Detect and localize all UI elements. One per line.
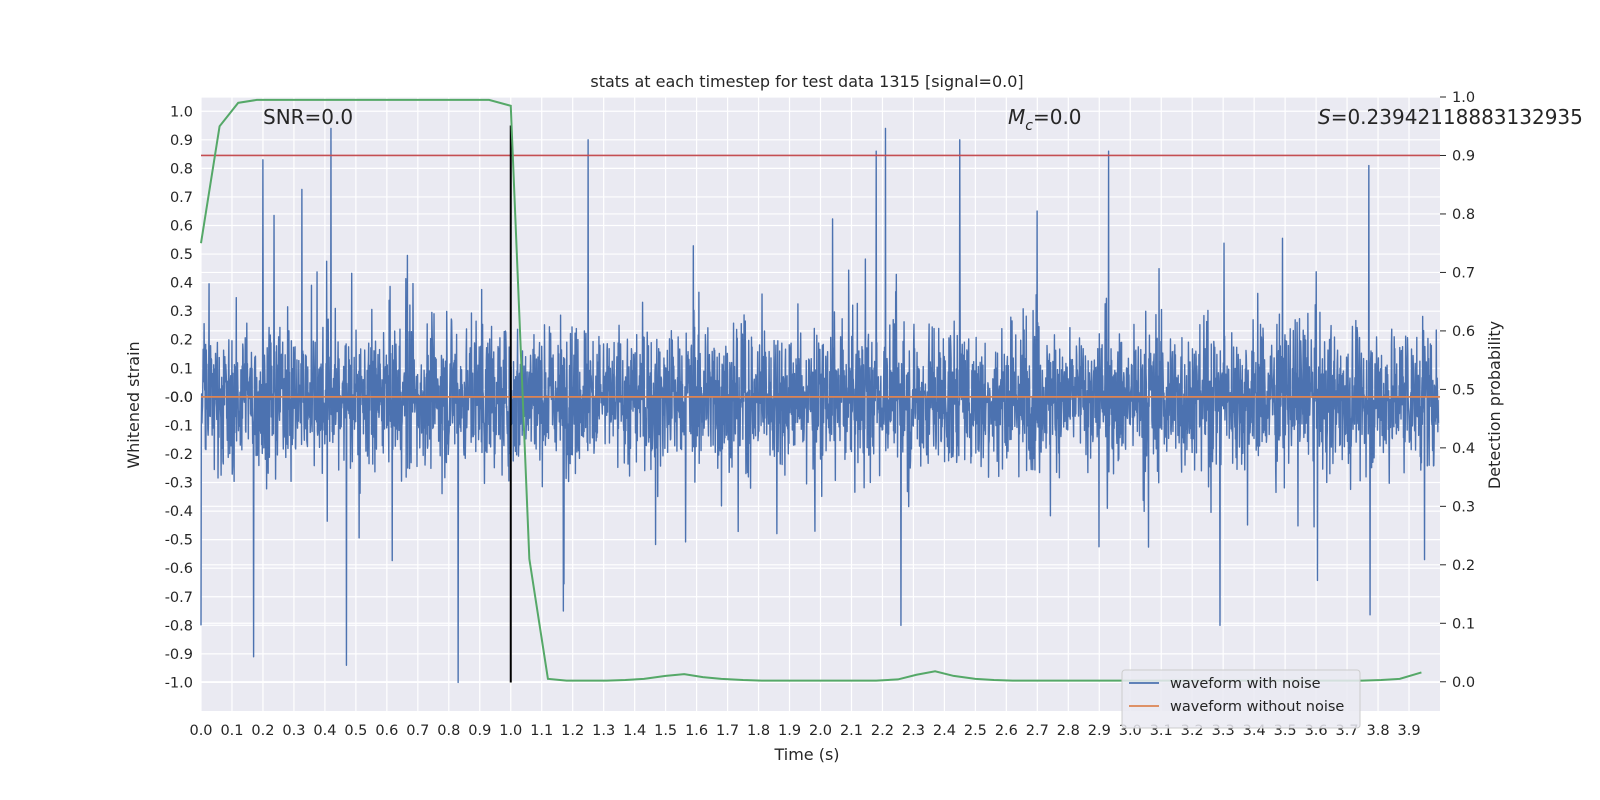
s-annotation: S=0.23942118883132935: [1318, 105, 1583, 129]
y-axis-label: Whitened strain: [124, 341, 143, 468]
mc-subscript: c: [1025, 118, 1033, 134]
y-right-tick-label: 0.2: [1452, 558, 1475, 574]
x-tick-label: 0.1: [220, 723, 243, 739]
x-tick-label: 0.3: [282, 723, 305, 739]
x-tick-label: 0.6: [375, 723, 398, 739]
y-tick-label: -0.5: [165, 533, 193, 549]
x-tick-label: 2.3: [902, 723, 925, 739]
y-tick-label: 0.9: [170, 133, 193, 149]
x-tick-label: 1.3: [592, 723, 615, 739]
mc-annotation: Mc=0.0: [1008, 105, 1082, 134]
x-tick-label: 2.9: [1088, 723, 1111, 739]
y-tick-label: 0.5: [170, 247, 193, 263]
x-tick-label: 1.0: [499, 723, 522, 739]
x-tick-label: 0.0: [189, 723, 212, 739]
x-tick-label: 1.5: [654, 723, 677, 739]
snr-annotation: SNR=0.0: [263, 105, 353, 129]
y-tick-label: -0.4: [165, 504, 193, 520]
y-axis-right-label: Detection probability: [1485, 321, 1504, 489]
x-tick-label: 1.8: [747, 723, 770, 739]
chart-title: stats at each timestep for test data 131…: [590, 72, 1023, 91]
y-tick-label: -1.0: [165, 675, 193, 691]
y-tick-label: 0.1: [170, 361, 193, 377]
y-tick-label: -0.3: [165, 476, 193, 492]
x-tick-label: 1.6: [685, 723, 708, 739]
legend: waveform with noise waveform without noi…: [1121, 669, 1361, 729]
mc-value: =0.0: [1033, 105, 1082, 129]
noise-waveform-path: [200, 127, 1440, 684]
y-tick-label: -0.0: [165, 390, 193, 406]
y-tick-label: 1.0: [170, 104, 193, 120]
y-tick-label: -0.9: [165, 647, 193, 663]
x-tick-label: 2.1: [840, 723, 863, 739]
y-right-tick-label: 0.7: [1452, 265, 1475, 281]
x-tick-label: 0.4: [313, 723, 336, 739]
y-right-tick-label: 0.6: [1452, 324, 1475, 340]
mc-symbol: M: [1008, 105, 1025, 129]
x-tick-label: 0.8: [437, 723, 460, 739]
x-tick-label: 2.5: [964, 723, 987, 739]
y-tick-label: 0.7: [170, 190, 193, 206]
x-tick-label: 1.9: [778, 723, 801, 739]
y-right-tick-label: 0.8: [1452, 207, 1475, 223]
x-tick-label: 0.7: [406, 723, 429, 739]
legend-label-clean: waveform without noise: [1170, 699, 1344, 715]
x-tick-label: 2.0: [809, 723, 832, 739]
x-tick-label: 0.2: [251, 723, 274, 739]
x-axis: 0.0 0.1 0.2 0.3 0.4 0.5 0.6 0.7 0.8 0.9 1.0 1.1 1.2 1…: [189, 723, 1420, 739]
y-right-tick-label: 0.0: [1452, 675, 1475, 691]
x-tick-label: 1.1: [530, 723, 553, 739]
x-tick-label: 1.7: [716, 723, 739, 739]
x-tick-label: 0.9: [468, 723, 491, 739]
x-tick-label: 2.2: [871, 723, 894, 739]
x-tick-label: 1.2: [561, 723, 584, 739]
y-right-tick-label: 0.3: [1452, 499, 1475, 515]
y-tick-label: 0.2: [170, 333, 193, 349]
x-tick-label: 2.8: [1057, 723, 1080, 739]
y-tick-label: 0.0: [170, 390, 193, 406]
y-tick-label: -0.1: [165, 418, 193, 434]
y-axis-left: 1.0 0.9 0.8 0.7 0.6 0.5 0.4 0.3 0.2 0.1 0.0-0.0 -0.…: [165, 104, 193, 691]
x-tick-label: 1.4: [623, 723, 646, 739]
x-tick-label: 3.9: [1397, 723, 1420, 739]
s-symbol: S: [1318, 105, 1331, 129]
s-value: =0.23942118883132935: [1331, 105, 1583, 129]
x-tick-label: 2.7: [1026, 723, 1049, 739]
x-tick-label: 3.8: [1367, 723, 1390, 739]
y-tick-label: 0.6: [170, 219, 193, 235]
y-tick-label: -0.2: [165, 447, 193, 463]
legend-label-noise: waveform with noise: [1170, 676, 1321, 692]
y-tick-label: -0.6: [165, 561, 193, 577]
y-right-tick-label: 0.1: [1452, 616, 1475, 632]
noise-waveform: [200, 127, 1440, 684]
y-tick-label: -0.7: [165, 590, 193, 606]
legend-box: [1121, 669, 1361, 729]
y-tick-label: 0.8: [170, 161, 193, 177]
x-tick-label: 0.5: [344, 723, 367, 739]
y-right-tick-label: 0.5: [1452, 382, 1475, 398]
y-tick-label: 0.4: [170, 276, 193, 292]
y-right-tick-label: 0.4: [1452, 441, 1475, 457]
y-right-tick-label: 0.9: [1452, 148, 1475, 164]
y-tick-label: -0.8: [165, 618, 193, 634]
y-tick-label: 0.3: [170, 304, 193, 320]
y-right-tick-label: 1.0: [1452, 90, 1475, 106]
x-axis-label: Time (s): [773, 745, 839, 764]
x-tick-label: 2.4: [933, 723, 956, 739]
x-tick-label: 2.6: [995, 723, 1018, 739]
y-axis-right: 1.0 0.9 0.8 0.7 0.6 0.5 0.4 0.3 0.2 0.1 0.0: [1440, 90, 1475, 691]
